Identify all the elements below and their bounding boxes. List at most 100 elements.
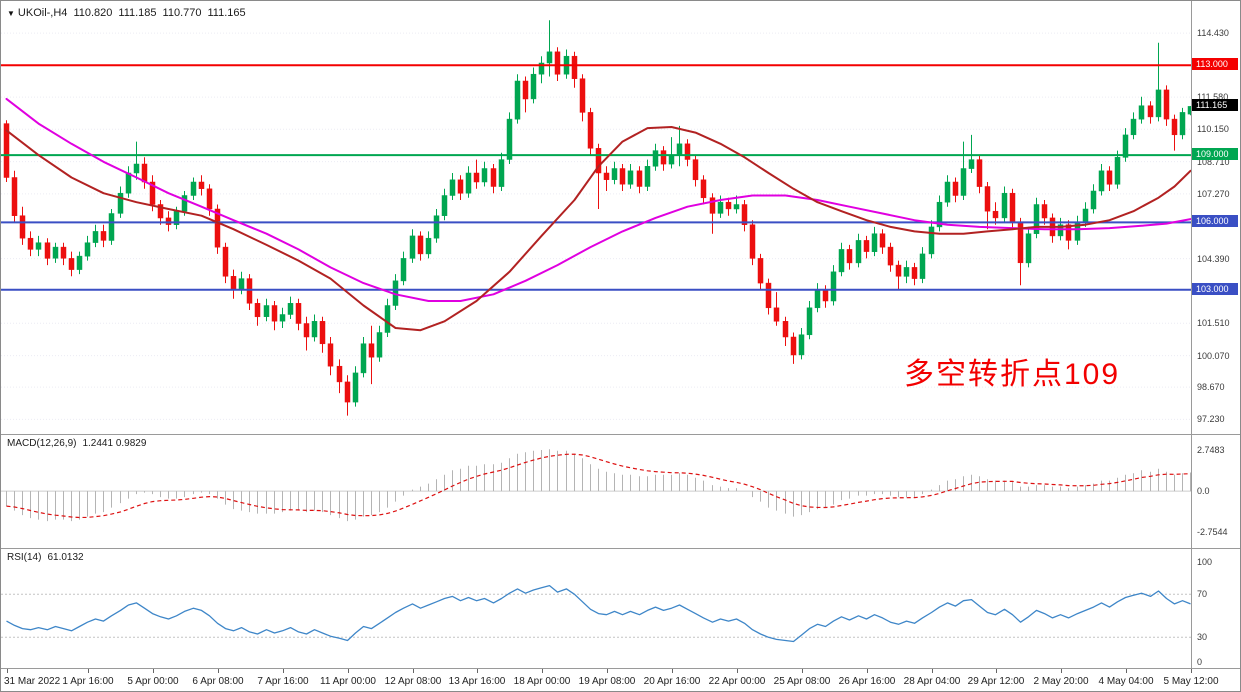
candle-down xyxy=(579,78,586,113)
price-tick-label: 111.580 xyxy=(1197,92,1229,102)
candle-down xyxy=(327,343,334,367)
price-tick-label: 101.510 xyxy=(1197,318,1230,328)
time-axis-tick xyxy=(477,669,478,673)
candle-up xyxy=(668,154,675,165)
candle-up xyxy=(376,332,383,358)
candle-down xyxy=(595,148,602,174)
rsi-indicator-chart[interactable] xyxy=(1,549,1191,668)
candle-down xyxy=(214,208,221,248)
candle-down xyxy=(749,224,756,259)
price-axis[interactable]: 114.430 111.580 110.150 108.710 107.270 104.3… xyxy=(1192,1,1240,668)
candlestick-chart[interactable] xyxy=(1,1,1191,434)
macd-histogram xyxy=(6,449,1191,522)
time-axis-label: 28 Apr 04:00 xyxy=(903,676,961,687)
candle-up xyxy=(1155,89,1162,118)
candle-up xyxy=(936,201,943,228)
panel-divider[interactable] xyxy=(1,548,1240,549)
candle-up xyxy=(514,80,521,120)
candle-down xyxy=(709,197,716,214)
candle-down xyxy=(1041,204,1048,219)
time-axis[interactable]: 31 Mar 2022 1 Apr 16:00 5 Apr 00:00 6 Apr 0… xyxy=(1,669,1240,691)
candle-down xyxy=(603,172,610,180)
candle-up xyxy=(35,242,42,250)
candle-down xyxy=(254,303,261,318)
candle-down xyxy=(636,170,643,187)
time-axis-label: 19 Apr 08:00 xyxy=(578,676,636,687)
time-axis-label: 5 May 12:00 xyxy=(1163,676,1219,687)
candle-up xyxy=(1057,224,1064,237)
candle-down xyxy=(1147,105,1154,118)
time-axis-tick xyxy=(1061,669,1062,673)
candle-down xyxy=(3,123,10,178)
candle-down xyxy=(822,289,829,302)
price-level-badge: 113.000 xyxy=(1192,58,1238,70)
candle-up xyxy=(546,51,553,64)
candle-up xyxy=(644,166,651,187)
rsi-tick-label: 100 xyxy=(1197,557,1213,567)
time-axis-tick xyxy=(542,669,543,673)
ohlc-high: 111.185 xyxy=(118,7,157,19)
price-tick-label: 107.270 xyxy=(1197,189,1230,199)
candle-down xyxy=(246,278,253,304)
time-axis-tick xyxy=(153,669,154,673)
candle-up xyxy=(806,307,813,336)
price-level-badge: 109.000 xyxy=(1192,148,1238,160)
macd-tick-label: 2.7483 xyxy=(1197,445,1225,455)
candle-down xyxy=(271,305,278,322)
rsi-tick-label: 30 xyxy=(1197,632,1208,642)
candle-up xyxy=(1025,233,1032,264)
candle-up xyxy=(263,305,270,317)
candle-down xyxy=(976,159,983,187)
macd-values: 1.2441 0.9829 xyxy=(82,438,147,449)
ohlc-open: 110.820 xyxy=(73,7,113,19)
candle-down xyxy=(992,210,999,219)
panel-divider[interactable] xyxy=(1,434,1240,435)
candle-down xyxy=(457,179,464,194)
candle-down xyxy=(206,188,213,210)
candle-up xyxy=(190,181,197,196)
candle-down xyxy=(619,168,626,185)
candle-down xyxy=(60,246,67,259)
macd-indicator-chart[interactable] xyxy=(1,435,1191,548)
price-tick-label: 108.710 xyxy=(1197,157,1230,167)
candle-up xyxy=(465,172,472,194)
time-axis-label: 31 Mar 2022 xyxy=(4,676,61,687)
candle-down xyxy=(198,181,205,189)
candle-up xyxy=(944,181,951,203)
candle-up xyxy=(1138,105,1145,120)
candle-up xyxy=(611,168,618,180)
candle-down xyxy=(554,51,561,75)
time-axis-label: 2 May 20:00 xyxy=(1033,676,1089,687)
candle-up xyxy=(855,240,862,264)
candle-up xyxy=(928,226,935,255)
candle-down xyxy=(773,307,780,322)
candle-up xyxy=(1033,204,1040,234)
candle-down xyxy=(44,242,51,259)
time-axis-label: 25 Apr 08:00 xyxy=(773,676,831,687)
trend-annotation-text[interactable]: 多空转折点109 xyxy=(904,358,1121,391)
candle-up xyxy=(676,143,683,156)
rsi-indicator-label: RSI(14) 61.0132 xyxy=(7,552,84,563)
candle-up xyxy=(117,192,124,214)
candle-down xyxy=(692,159,699,181)
macd-indicator-label: MACD(12,26,9) 1.2441 0.9829 xyxy=(7,438,146,449)
candle-up xyxy=(279,314,286,322)
time-axis-tick xyxy=(737,669,738,673)
time-axis-label: 11 Apr 00:00 xyxy=(320,676,376,687)
candle-down xyxy=(757,258,764,284)
candle-up xyxy=(1122,134,1129,158)
candle-down xyxy=(887,246,894,266)
candle-up xyxy=(287,303,294,315)
candle-down xyxy=(230,276,237,291)
rsi-name: RSI(14) xyxy=(7,552,42,563)
candle-down xyxy=(141,163,148,183)
candle-up xyxy=(1082,208,1089,223)
candle-down xyxy=(1171,118,1178,136)
time-axis-label: 29 Apr 12:00 xyxy=(967,676,1025,687)
candle-up xyxy=(425,237,432,255)
candle-up xyxy=(360,343,367,374)
candle-down xyxy=(952,181,959,196)
candle-up xyxy=(1114,157,1121,185)
price-tick-label: 97.230 xyxy=(1197,414,1225,424)
